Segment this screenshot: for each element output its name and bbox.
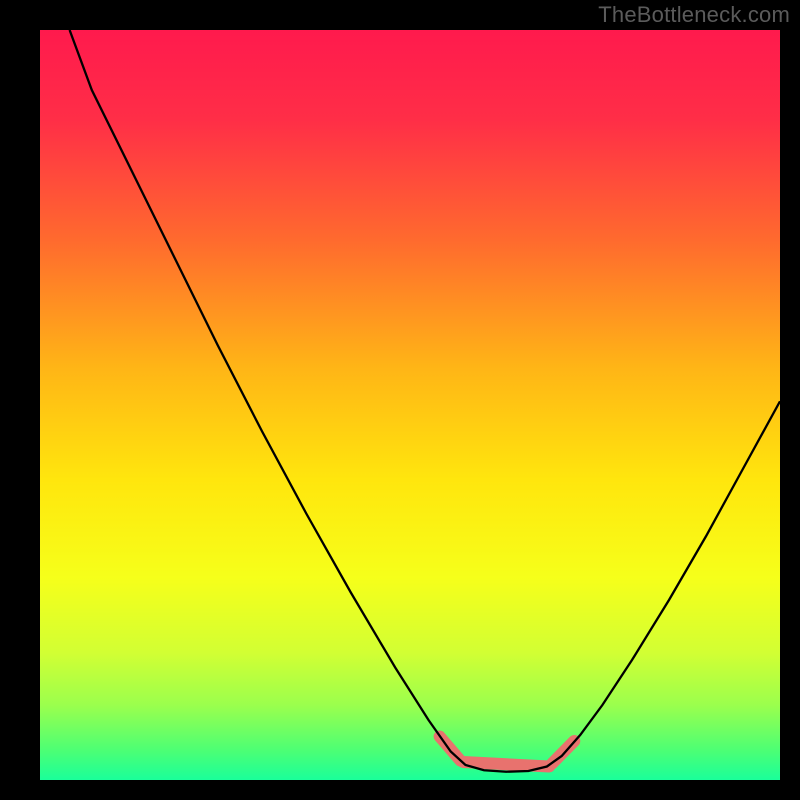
bottleneck-curve [70, 30, 780, 772]
watermark-text: TheBottleneck.com [598, 2, 790, 28]
plot-area [40, 30, 780, 780]
curve-layer [40, 30, 780, 780]
chart-container: TheBottleneck.com [0, 0, 800, 800]
